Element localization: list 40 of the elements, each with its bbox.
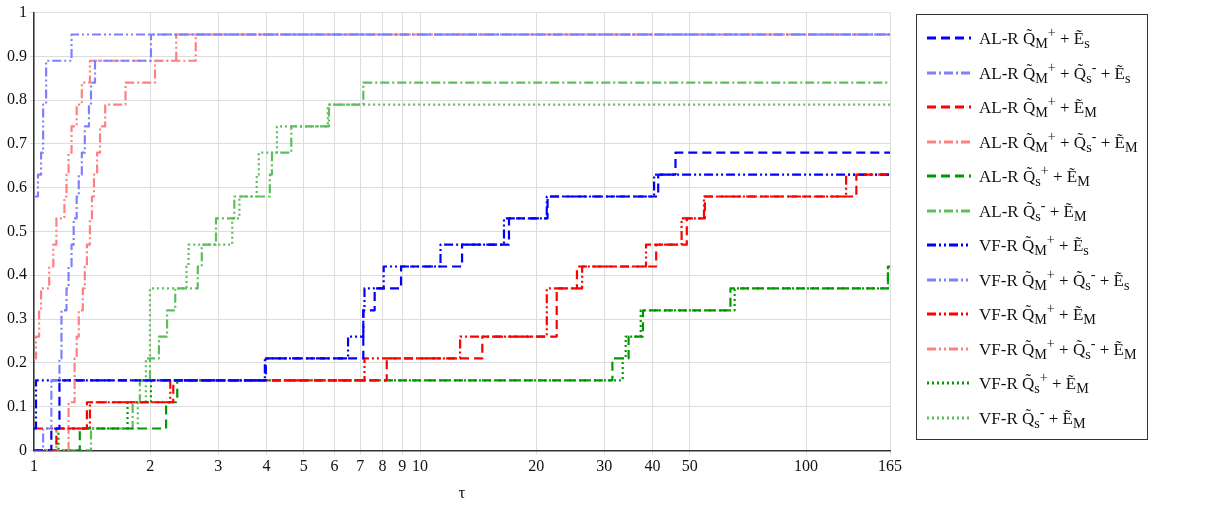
legend-label: AL-R Q̃$_{M}$$^{+}$ + Ẽ$_{s}$ xyxy=(979,24,1090,53)
x-tick-label: 10 xyxy=(412,457,429,475)
y-tick-label: 0.4 xyxy=(7,265,27,283)
y-tick-label: 0.9 xyxy=(7,46,27,64)
x-tick-label: 7 xyxy=(356,457,365,475)
x-tick-label: 5 xyxy=(299,457,308,475)
legend-label: AL-R Q̃$_{M}$$^{+}$ + Q̃$_{s}$$^{-}$ + Ẽ$_{M}$ xyxy=(979,127,1138,156)
x-tick-label: 2 xyxy=(146,457,155,475)
x-tick-label: 4 xyxy=(262,457,271,475)
y-tick-label: 0.2 xyxy=(7,353,27,371)
y-tick-label: 0.6 xyxy=(7,177,27,195)
x-tick-label: 1 xyxy=(30,457,38,475)
x-tick-label: 100 xyxy=(794,457,819,475)
legend-label: VF-R Q̃$_{M}$$^{+}$ + Q̃$_{s}$$^{-}$ + Ẽ$_{M}$ xyxy=(979,334,1137,363)
x-tick-label: 6 xyxy=(330,457,339,475)
legend-label: AL-R Q̃$_{s}$$^{+}$ + Ẽ$_{M}$ xyxy=(979,162,1090,191)
y-tick-label: 0.3 xyxy=(7,309,27,327)
x-tick-label: 40 xyxy=(644,457,661,475)
x-tick-label: 165 xyxy=(878,457,902,475)
legend-label: VF-R Q̃$_{M}$$^{+}$ + Ẽ$_{s}$ xyxy=(979,231,1089,260)
legend-label: AL-R Q̃$_{s}$$^{-}$ + Ẽ$_{M}$ xyxy=(979,196,1087,225)
y-tick-label: 0 xyxy=(19,440,27,458)
x-axis-title: τ xyxy=(458,483,466,503)
y-tick-label: 1 xyxy=(19,2,27,20)
x-tick-label: 20 xyxy=(528,457,545,475)
y-tick-label: 0.5 xyxy=(7,221,27,239)
y-tick-label: 0.8 xyxy=(7,90,27,108)
x-tick-label: 3 xyxy=(214,457,223,475)
legend-label: AL-R Q̃$_{M}$$^{+}$ + Q̃$_{s}$$^{-}$ + Ẽ$_{s}$ xyxy=(979,58,1131,87)
y-tick-label: 0.1 xyxy=(7,396,27,414)
y-tick-label: 0.7 xyxy=(7,134,27,152)
x-tick-label: 9 xyxy=(398,457,407,475)
x-tick-label: 30 xyxy=(596,457,613,475)
legend-label: AL-R Q̃$_{M}$$^{+}$ + Ẽ$_{M}$ xyxy=(979,93,1097,122)
x-tick-label: 8 xyxy=(378,457,387,475)
legend-label: VF-R Q̃$_{M}$$^{+}$ + Q̃$_{s}$$^{-}$ + Ẽ$_{s}$ xyxy=(979,265,1130,294)
x-tick-label: 50 xyxy=(681,457,698,475)
legend-label: VF-R Q̃$_{s}$$^{-}$ + Ẽ$_{M}$ xyxy=(979,403,1086,432)
legend-label: VF-R Q̃$_{s}$$^{+}$ + Ẽ$_{M}$ xyxy=(979,369,1089,398)
legend-label: VF-R Q̃$_{M}$$^{+}$ + Ẽ$_{M}$ xyxy=(979,300,1096,329)
